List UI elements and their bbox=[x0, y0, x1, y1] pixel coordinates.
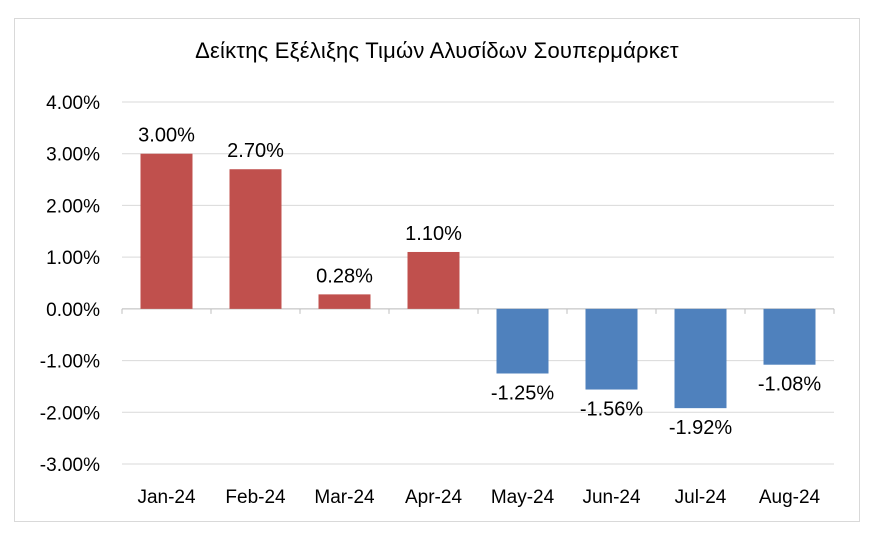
y-tick-label: 4.00% bbox=[46, 93, 100, 114]
y-tick-label: 2.00% bbox=[46, 196, 100, 217]
x-tick-label: Jul-24 bbox=[675, 487, 727, 508]
y-tick-label: -1.00% bbox=[40, 352, 100, 373]
bar bbox=[496, 308, 549, 374]
data-label: 2.70% bbox=[227, 140, 284, 162]
y-tick-label: 1.00% bbox=[46, 248, 100, 269]
data-label: -1.25% bbox=[491, 383, 555, 405]
x-tick-label: Aug-24 bbox=[759, 487, 821, 508]
bar bbox=[229, 169, 282, 309]
x-tick-label: Jun-24 bbox=[582, 487, 641, 508]
data-label: 1.10% bbox=[405, 223, 462, 245]
y-tick-label: -3.00% bbox=[40, 455, 100, 476]
data-label: -1.56% bbox=[580, 399, 644, 421]
bar bbox=[140, 153, 193, 309]
bar bbox=[585, 308, 638, 390]
data-label: -1.92% bbox=[669, 417, 733, 439]
bar bbox=[318, 294, 371, 309]
x-tick-label: Mar-24 bbox=[314, 487, 375, 508]
x-tick-label: Apr-24 bbox=[405, 487, 462, 508]
bar bbox=[674, 308, 727, 409]
x-tick-label: Jan-24 bbox=[137, 487, 196, 508]
chart-title: Δείκτης Εξέλιξης Τιμών Αλυσίδων Σουπερμά… bbox=[195, 38, 679, 63]
y-tick-label: 3.00% bbox=[46, 145, 100, 166]
data-label: 3.00% bbox=[138, 125, 195, 147]
x-tick-label: May-24 bbox=[491, 487, 555, 508]
bar bbox=[763, 308, 816, 365]
y-tick-label: 0.00% bbox=[46, 300, 100, 321]
data-label: -1.08% bbox=[758, 374, 822, 396]
data-label: 0.28% bbox=[316, 265, 373, 287]
y-tick-label: -2.00% bbox=[40, 403, 100, 424]
bar bbox=[407, 251, 460, 309]
x-tick-label: Feb-24 bbox=[225, 487, 286, 508]
